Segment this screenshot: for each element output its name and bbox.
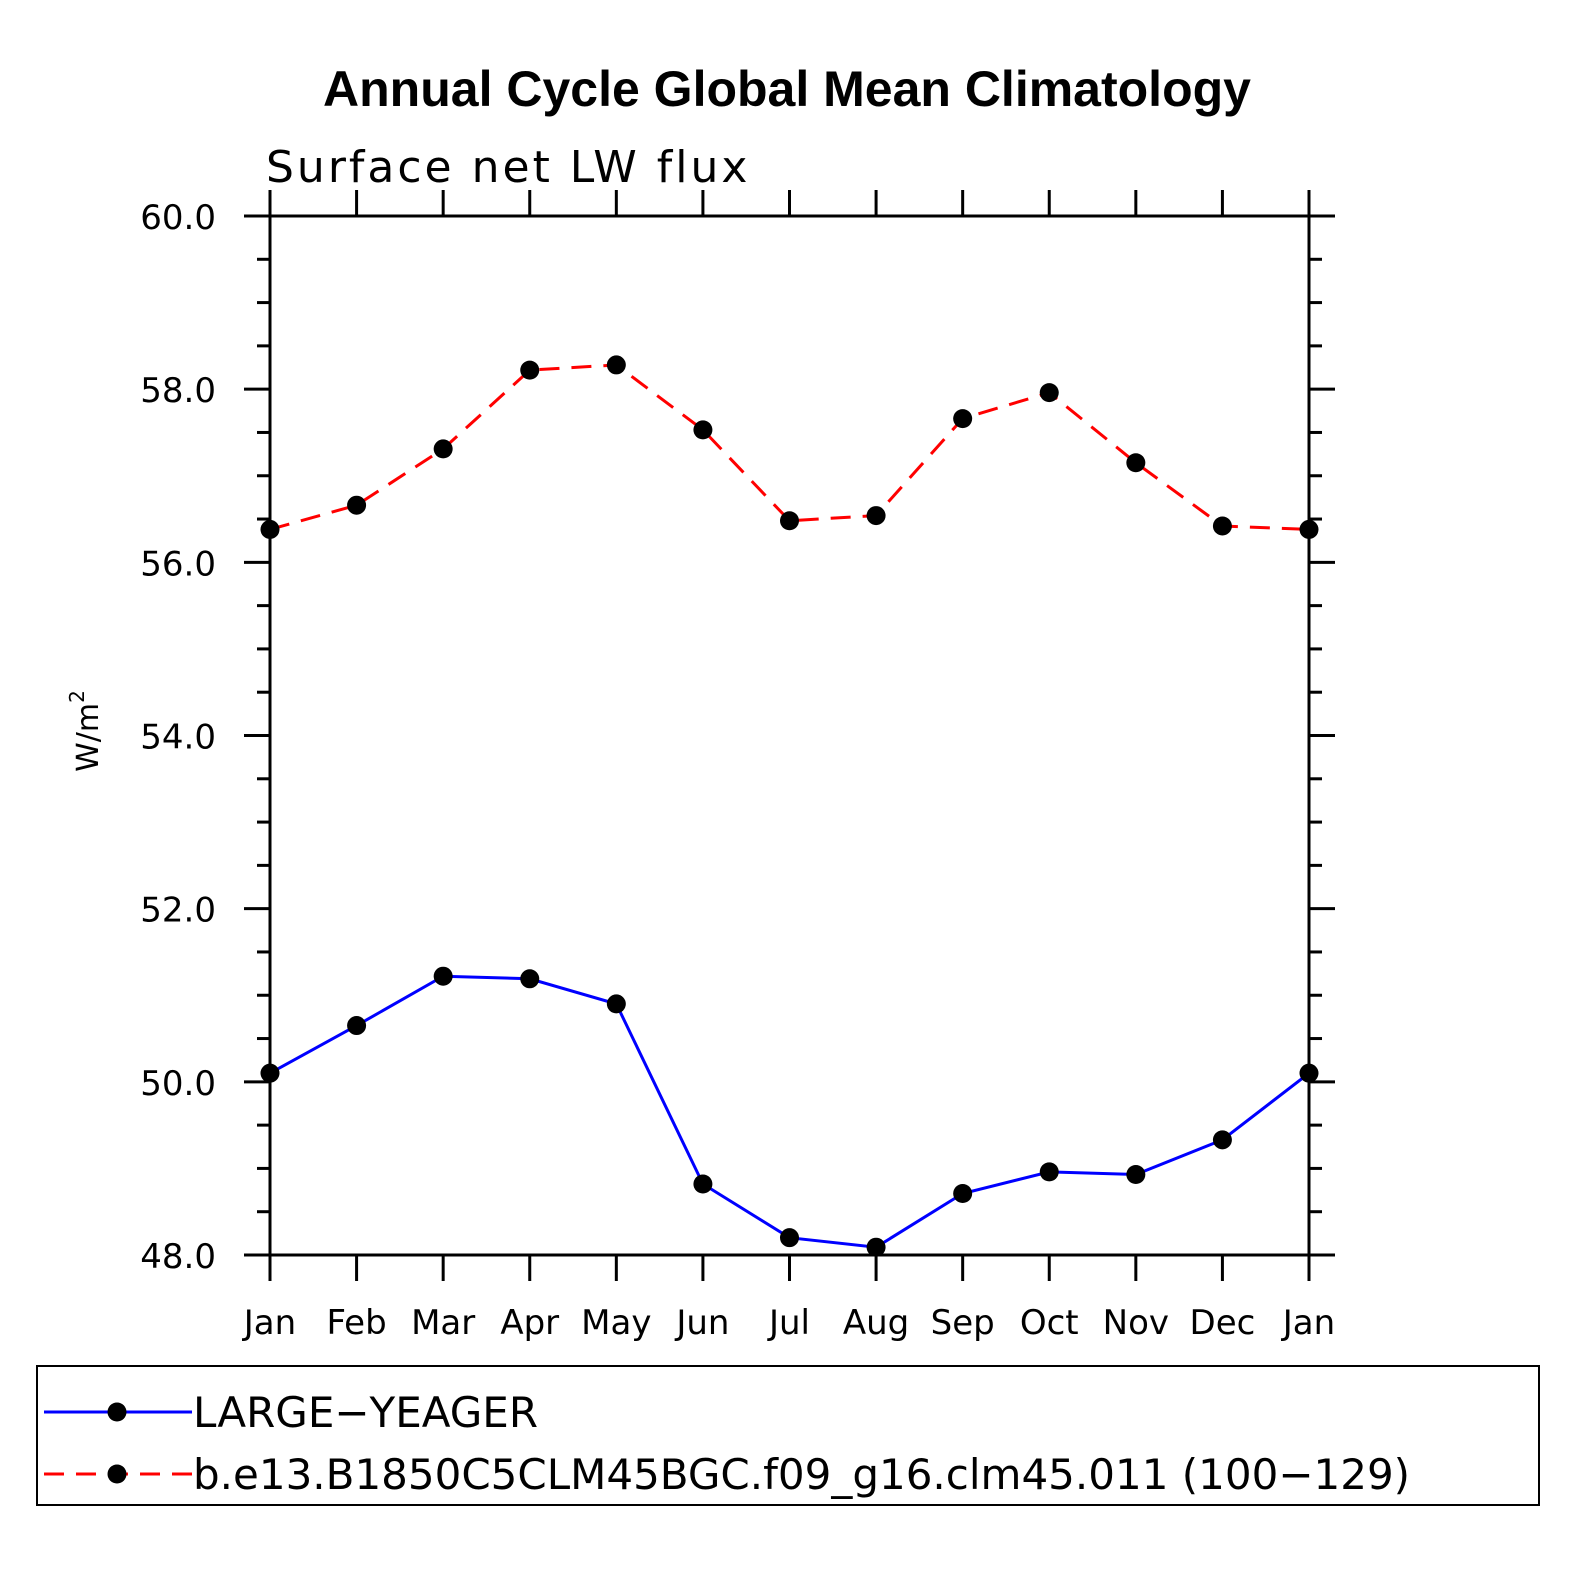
x-tick-label: Jun bbox=[674, 1303, 729, 1343]
x-tick-label: Feb bbox=[326, 1303, 386, 1343]
series-2-point bbox=[866, 506, 886, 526]
x-tick-label: Jul bbox=[767, 1303, 810, 1343]
legend-label-2: b.e13.B1850C5CLM45BGC.f09_g16.clm45.011 … bbox=[193, 1450, 1410, 1499]
series-2-point bbox=[1212, 516, 1232, 536]
series-1-point bbox=[347, 1016, 367, 1036]
y-tick-label: 56.0 bbox=[140, 544, 216, 584]
x-tick-label: Aug bbox=[843, 1303, 909, 1343]
series-line-2 bbox=[269, 363, 1310, 531]
x-tick-label: May bbox=[581, 1303, 651, 1343]
x-tick-label: Jan bbox=[242, 1303, 296, 1343]
series-2-point bbox=[780, 511, 799, 531]
series-1-point bbox=[520, 969, 540, 989]
x-tick-label: Oct bbox=[1020, 1303, 1079, 1343]
series-1-point bbox=[866, 1237, 886, 1257]
y-tick-label: 50.0 bbox=[140, 1064, 216, 1104]
y-axis-label: W/m2 bbox=[65, 690, 106, 772]
series-2-point bbox=[520, 360, 540, 380]
chart-title: Annual Cycle Global Mean Climatology bbox=[323, 61, 1251, 117]
series-1-point bbox=[1126, 1164, 1146, 1184]
chart-subtitle: Surface net LW flux bbox=[266, 142, 750, 193]
y-axis-label-superscript: 2 bbox=[65, 690, 89, 703]
y-tick-label: 54.0 bbox=[140, 718, 216, 758]
series-2-point bbox=[606, 355, 626, 375]
legend-marker-2 bbox=[107, 1464, 127, 1484]
x-tick-label: Mar bbox=[411, 1303, 475, 1343]
series-2-point bbox=[260, 519, 280, 539]
series-1-point bbox=[780, 1228, 799, 1248]
series-1-point bbox=[693, 1174, 713, 1194]
series-1-point bbox=[1039, 1162, 1059, 1182]
legend-box bbox=[36, 1365, 1540, 1506]
x-tick-label: Sep bbox=[931, 1303, 995, 1343]
x-tick-label: Jan bbox=[1281, 1303, 1335, 1343]
legend: LARGE−YEAGER b.e13.B1850C5CLM45BGC.f09_g1… bbox=[44, 1388, 1410, 1499]
series-1-point bbox=[260, 1063, 280, 1083]
y-tick-label: 52.0 bbox=[140, 891, 216, 931]
series-1-point bbox=[606, 994, 626, 1014]
series-line-1 bbox=[269, 974, 1310, 1249]
legend-marker-1 bbox=[107, 1402, 127, 1422]
y-tick-label: 60.0 bbox=[140, 198, 216, 238]
series-1-point bbox=[433, 966, 453, 986]
series-1-point bbox=[1299, 1063, 1319, 1083]
series-2-point bbox=[953, 409, 973, 429]
series-1-point bbox=[953, 1184, 973, 1204]
series-2-point bbox=[1039, 383, 1059, 403]
x-tick-label: Dec bbox=[1190, 1303, 1256, 1343]
y-axis-label-base: W/m bbox=[71, 703, 106, 772]
x-tick-label: Nov bbox=[1103, 1303, 1169, 1343]
series-layer bbox=[260, 355, 1319, 1257]
x-tick-label: Apr bbox=[500, 1303, 559, 1343]
y-tick-label: 58.0 bbox=[140, 371, 216, 411]
series-2-point bbox=[433, 439, 453, 459]
plot-axes bbox=[244, 190, 1335, 1281]
series-1-point bbox=[1212, 1130, 1232, 1150]
legend-label-1: LARGE−YEAGER bbox=[193, 1388, 538, 1437]
series-2-point bbox=[1126, 453, 1146, 473]
series-2-point bbox=[347, 495, 367, 515]
series-2-point bbox=[1299, 519, 1319, 539]
y-tick-labels: 48.0 50.0 52.0 54.0 56.0 58.0 60.0 bbox=[140, 198, 216, 1277]
plot-frame bbox=[268, 214, 1311, 1257]
y-tick-label: 48.0 bbox=[140, 1237, 216, 1277]
series-2-point bbox=[693, 420, 713, 440]
x-tick-labels: Jan Feb Mar Apr May Jun Jul Aug Sep Oct Nov Dec Jan bbox=[242, 1303, 1335, 1343]
